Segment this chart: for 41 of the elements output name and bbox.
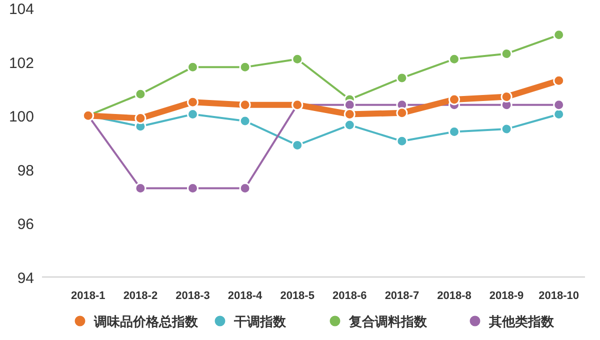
point (187, 61, 198, 73)
point (344, 119, 356, 131)
point (134, 182, 146, 194)
x-tick-label: 2018-4 (228, 290, 264, 302)
point (134, 112, 146, 124)
x-tick-label: 2018-3 (176, 290, 210, 302)
point (448, 53, 460, 65)
point (448, 94, 460, 106)
y-tick-label: 102 (8, 54, 34, 72)
point (396, 135, 408, 147)
point (500, 91, 512, 103)
point (553, 29, 565, 41)
y-tick-label: 100 (8, 108, 34, 126)
point (292, 53, 304, 65)
point (239, 182, 251, 194)
y-tick-label: 94 (17, 270, 34, 287)
legend-label: 复合调料指数 (348, 314, 428, 329)
point (134, 88, 146, 100)
x-tick-label: 2018-2 (123, 290, 158, 302)
point (239, 61, 251, 73)
x-tick-label: 2018-6 (332, 290, 367, 302)
x-tick-label: 2018-5 (280, 290, 314, 302)
legend-label: 调味品价格总指数 (93, 314, 199, 329)
x-tick-label: 2018-8 (437, 290, 472, 302)
point (500, 123, 512, 135)
y-tick-label: 104 (8, 1, 34, 18)
point (553, 99, 565, 111)
point (239, 115, 251, 127)
y-tick-label: 96 (17, 216, 34, 234)
point (187, 96, 198, 108)
y-tick-label: 98 (17, 162, 34, 180)
legend-label: 其他类指数 (488, 314, 555, 329)
x-tick-label: 2018-1 (71, 290, 106, 302)
x-tick-label: 2018-10 (538, 290, 580, 302)
point (239, 99, 251, 111)
x-tick-label: 2018-7 (384, 290, 420, 302)
point (553, 74, 565, 86)
point (396, 72, 408, 84)
legend-label: 干调指数 (233, 314, 287, 329)
point (396, 107, 408, 119)
x-tick-label: 2018-9 (489, 290, 524, 302)
